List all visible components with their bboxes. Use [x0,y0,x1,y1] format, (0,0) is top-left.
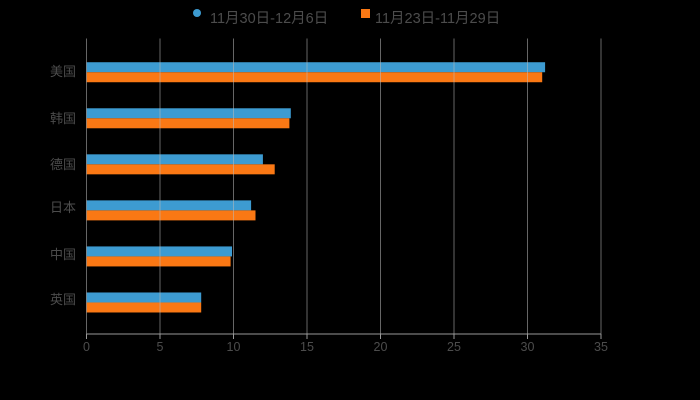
svg-text:15: 15 [300,340,314,354]
svg-text:德国: 德国 [50,157,76,172]
svg-text:20: 20 [374,340,388,354]
svg-text:中国: 中国 [50,247,76,262]
svg-text:25: 25 [447,340,461,354]
svg-text:35: 35 [594,340,608,354]
svg-text:英国: 英国 [50,292,76,307]
svg-text:0: 0 [83,340,90,354]
svg-text:韩国: 韩国 [50,111,76,126]
svg-text:美国: 美国 [50,64,76,79]
svg-text:30: 30 [521,340,535,354]
svg-text:日本: 日本 [50,200,76,215]
svg-text:5: 5 [157,340,164,354]
svg-text:10: 10 [227,340,241,354]
